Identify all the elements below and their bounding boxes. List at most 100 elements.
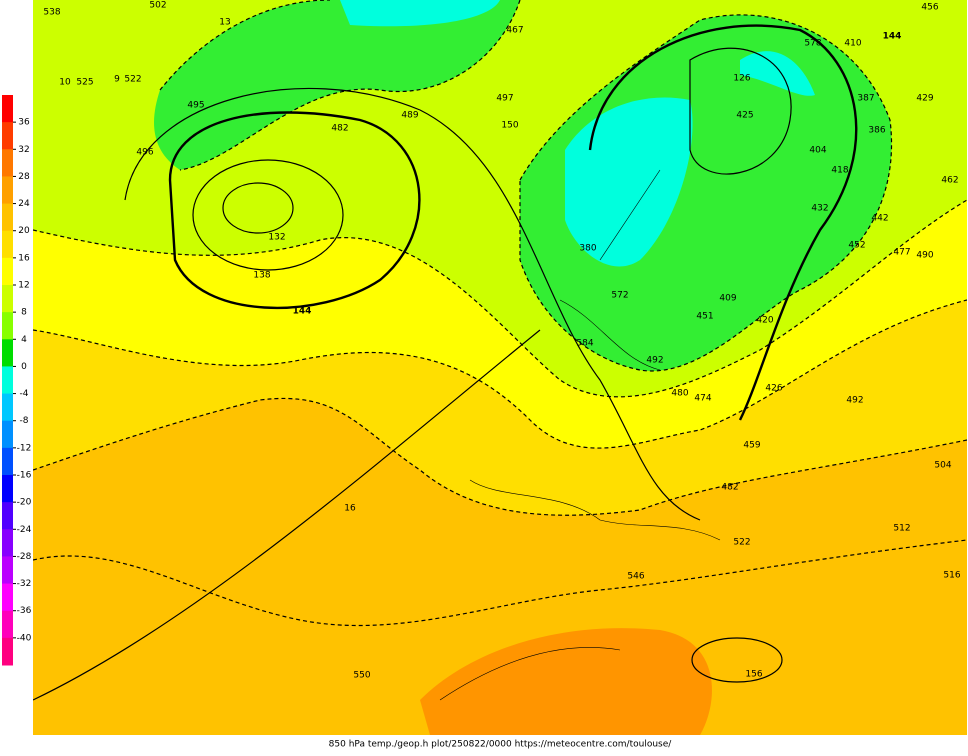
station-label: 492 bbox=[846, 396, 863, 406]
contour-label: 144 bbox=[293, 307, 312, 317]
colorbar-band bbox=[2, 420, 13, 449]
station-label: 489 bbox=[401, 111, 418, 121]
station-label: 584 bbox=[576, 339, 593, 349]
contour-label: 156 bbox=[745, 670, 762, 680]
colorbar-band bbox=[2, 312, 13, 340]
contour-label: 132 bbox=[268, 233, 285, 243]
field-0-c bbox=[340, 0, 500, 27]
station-label: 467 bbox=[506, 26, 523, 36]
station-label: 512 bbox=[893, 524, 910, 534]
station-label: 426 bbox=[765, 384, 782, 394]
colorbar-band bbox=[2, 447, 13, 476]
colorbar-band bbox=[2, 610, 13, 639]
colorbar-label: -40 bbox=[17, 633, 32, 643]
station-label: 550 bbox=[353, 671, 370, 681]
station-label: 13 bbox=[219, 18, 230, 28]
station-label: 10 bbox=[59, 78, 71, 88]
map-field bbox=[33, 0, 967, 735]
colorbar-label: -4 bbox=[20, 389, 29, 399]
station-label: 546 bbox=[627, 572, 644, 582]
station-label: 522 bbox=[733, 538, 750, 548]
station-label: 126 bbox=[733, 74, 750, 84]
station-label: 425 bbox=[736, 111, 753, 121]
colorbar-band bbox=[2, 122, 13, 150]
contour-label: 144 bbox=[883, 32, 902, 42]
station-label: 572 bbox=[611, 291, 628, 301]
station-label: 504 bbox=[934, 461, 951, 471]
station-label: 477 bbox=[893, 248, 910, 258]
colorbar-label: -16 bbox=[17, 471, 32, 481]
colorbar-band bbox=[2, 502, 13, 530]
station-label: 451 bbox=[696, 312, 713, 322]
colorbar-band bbox=[2, 393, 13, 422]
station-label: 386 bbox=[868, 126, 885, 136]
station-label: 16 bbox=[344, 504, 356, 514]
colorbar-label: 36 bbox=[18, 118, 30, 128]
colorbar-label: -20 bbox=[17, 498, 32, 508]
colorbar-label: 12 bbox=[18, 281, 29, 291]
colorbar-band bbox=[2, 285, 13, 313]
station-label: 492 bbox=[646, 356, 663, 366]
station-label: 462 bbox=[941, 176, 958, 186]
colorbar-band bbox=[2, 230, 13, 259]
colorbar-label: 28 bbox=[18, 172, 30, 182]
station-label: 482 bbox=[331, 124, 348, 134]
field-4-b bbox=[520, 14, 892, 371]
colorbar-band bbox=[2, 95, 13, 123]
station-label: 538 bbox=[43, 8, 60, 18]
station-label: 9 bbox=[114, 75, 120, 85]
colorbar-label: -32 bbox=[17, 579, 32, 589]
contour-label: 138 bbox=[253, 271, 270, 281]
colorbar-band bbox=[2, 149, 13, 177]
colorbar-band bbox=[2, 366, 13, 395]
station-label: 432 bbox=[811, 204, 828, 214]
colorbar-label: -8 bbox=[20, 416, 29, 426]
station-label: 522 bbox=[124, 75, 141, 85]
field-0-b bbox=[740, 51, 815, 96]
station-label: 429 bbox=[916, 94, 933, 104]
colorbar-label: 32 bbox=[18, 145, 29, 155]
station-label: 387 bbox=[857, 94, 874, 104]
station-label: 495 bbox=[187, 101, 204, 111]
colorbar-band bbox=[2, 583, 13, 612]
colorbar-band bbox=[2, 529, 13, 557]
station-label: 497 bbox=[496, 94, 513, 104]
colorbar-label: -24 bbox=[17, 525, 32, 535]
contour-label: 150 bbox=[501, 121, 518, 131]
colorbar-band bbox=[2, 203, 13, 232]
colorbar-label: -12 bbox=[17, 443, 32, 453]
colorbar-label: -28 bbox=[17, 552, 32, 562]
station-label: 459 bbox=[743, 441, 760, 451]
station-label: 410 bbox=[844, 39, 861, 49]
caption: 850 hPa temp./geop.h plot/250822/0000 ht… bbox=[329, 740, 673, 750]
colorbar-band bbox=[2, 257, 13, 286]
colorbar-label: 0 bbox=[21, 362, 27, 372]
station-label: 525 bbox=[76, 78, 93, 88]
field-24 bbox=[420, 628, 712, 735]
colorbar-label: -36 bbox=[17, 606, 32, 616]
station-label: 420 bbox=[756, 316, 773, 326]
station-label: 474 bbox=[694, 394, 711, 404]
colorbar-label: 16 bbox=[18, 253, 30, 263]
station-label: 496 bbox=[136, 148, 153, 158]
station-label: 456 bbox=[921, 3, 938, 13]
station-label: 482 bbox=[721, 483, 738, 493]
colorbar-label: 8 bbox=[21, 308, 27, 318]
colorbar-band bbox=[2, 176, 13, 205]
station-label: 516 bbox=[943, 571, 960, 581]
station-label: 418 bbox=[831, 166, 848, 176]
map-labels: 132 138 144 144 156 150 538 502 13 10 525 9 522 495 49… bbox=[43, 1, 960, 681]
colorbar: 36 32 28 24 20 16 12 8 4 0 -4 -8 -12 -16 -20 -24 -28 -32 -… bbox=[2, 95, 32, 666]
station-label: 452 bbox=[848, 241, 865, 251]
station-label: 578 bbox=[804, 39, 821, 49]
colorbar-label: 24 bbox=[18, 199, 30, 209]
station-label: 404 bbox=[809, 146, 826, 156]
station-label: 502 bbox=[149, 1, 166, 11]
field-0-a bbox=[565, 97, 693, 267]
station-label: 380 bbox=[579, 244, 596, 254]
field-4-a bbox=[154, 0, 521, 170]
colorbar-band bbox=[2, 637, 13, 666]
station-label: 490 bbox=[916, 251, 933, 261]
